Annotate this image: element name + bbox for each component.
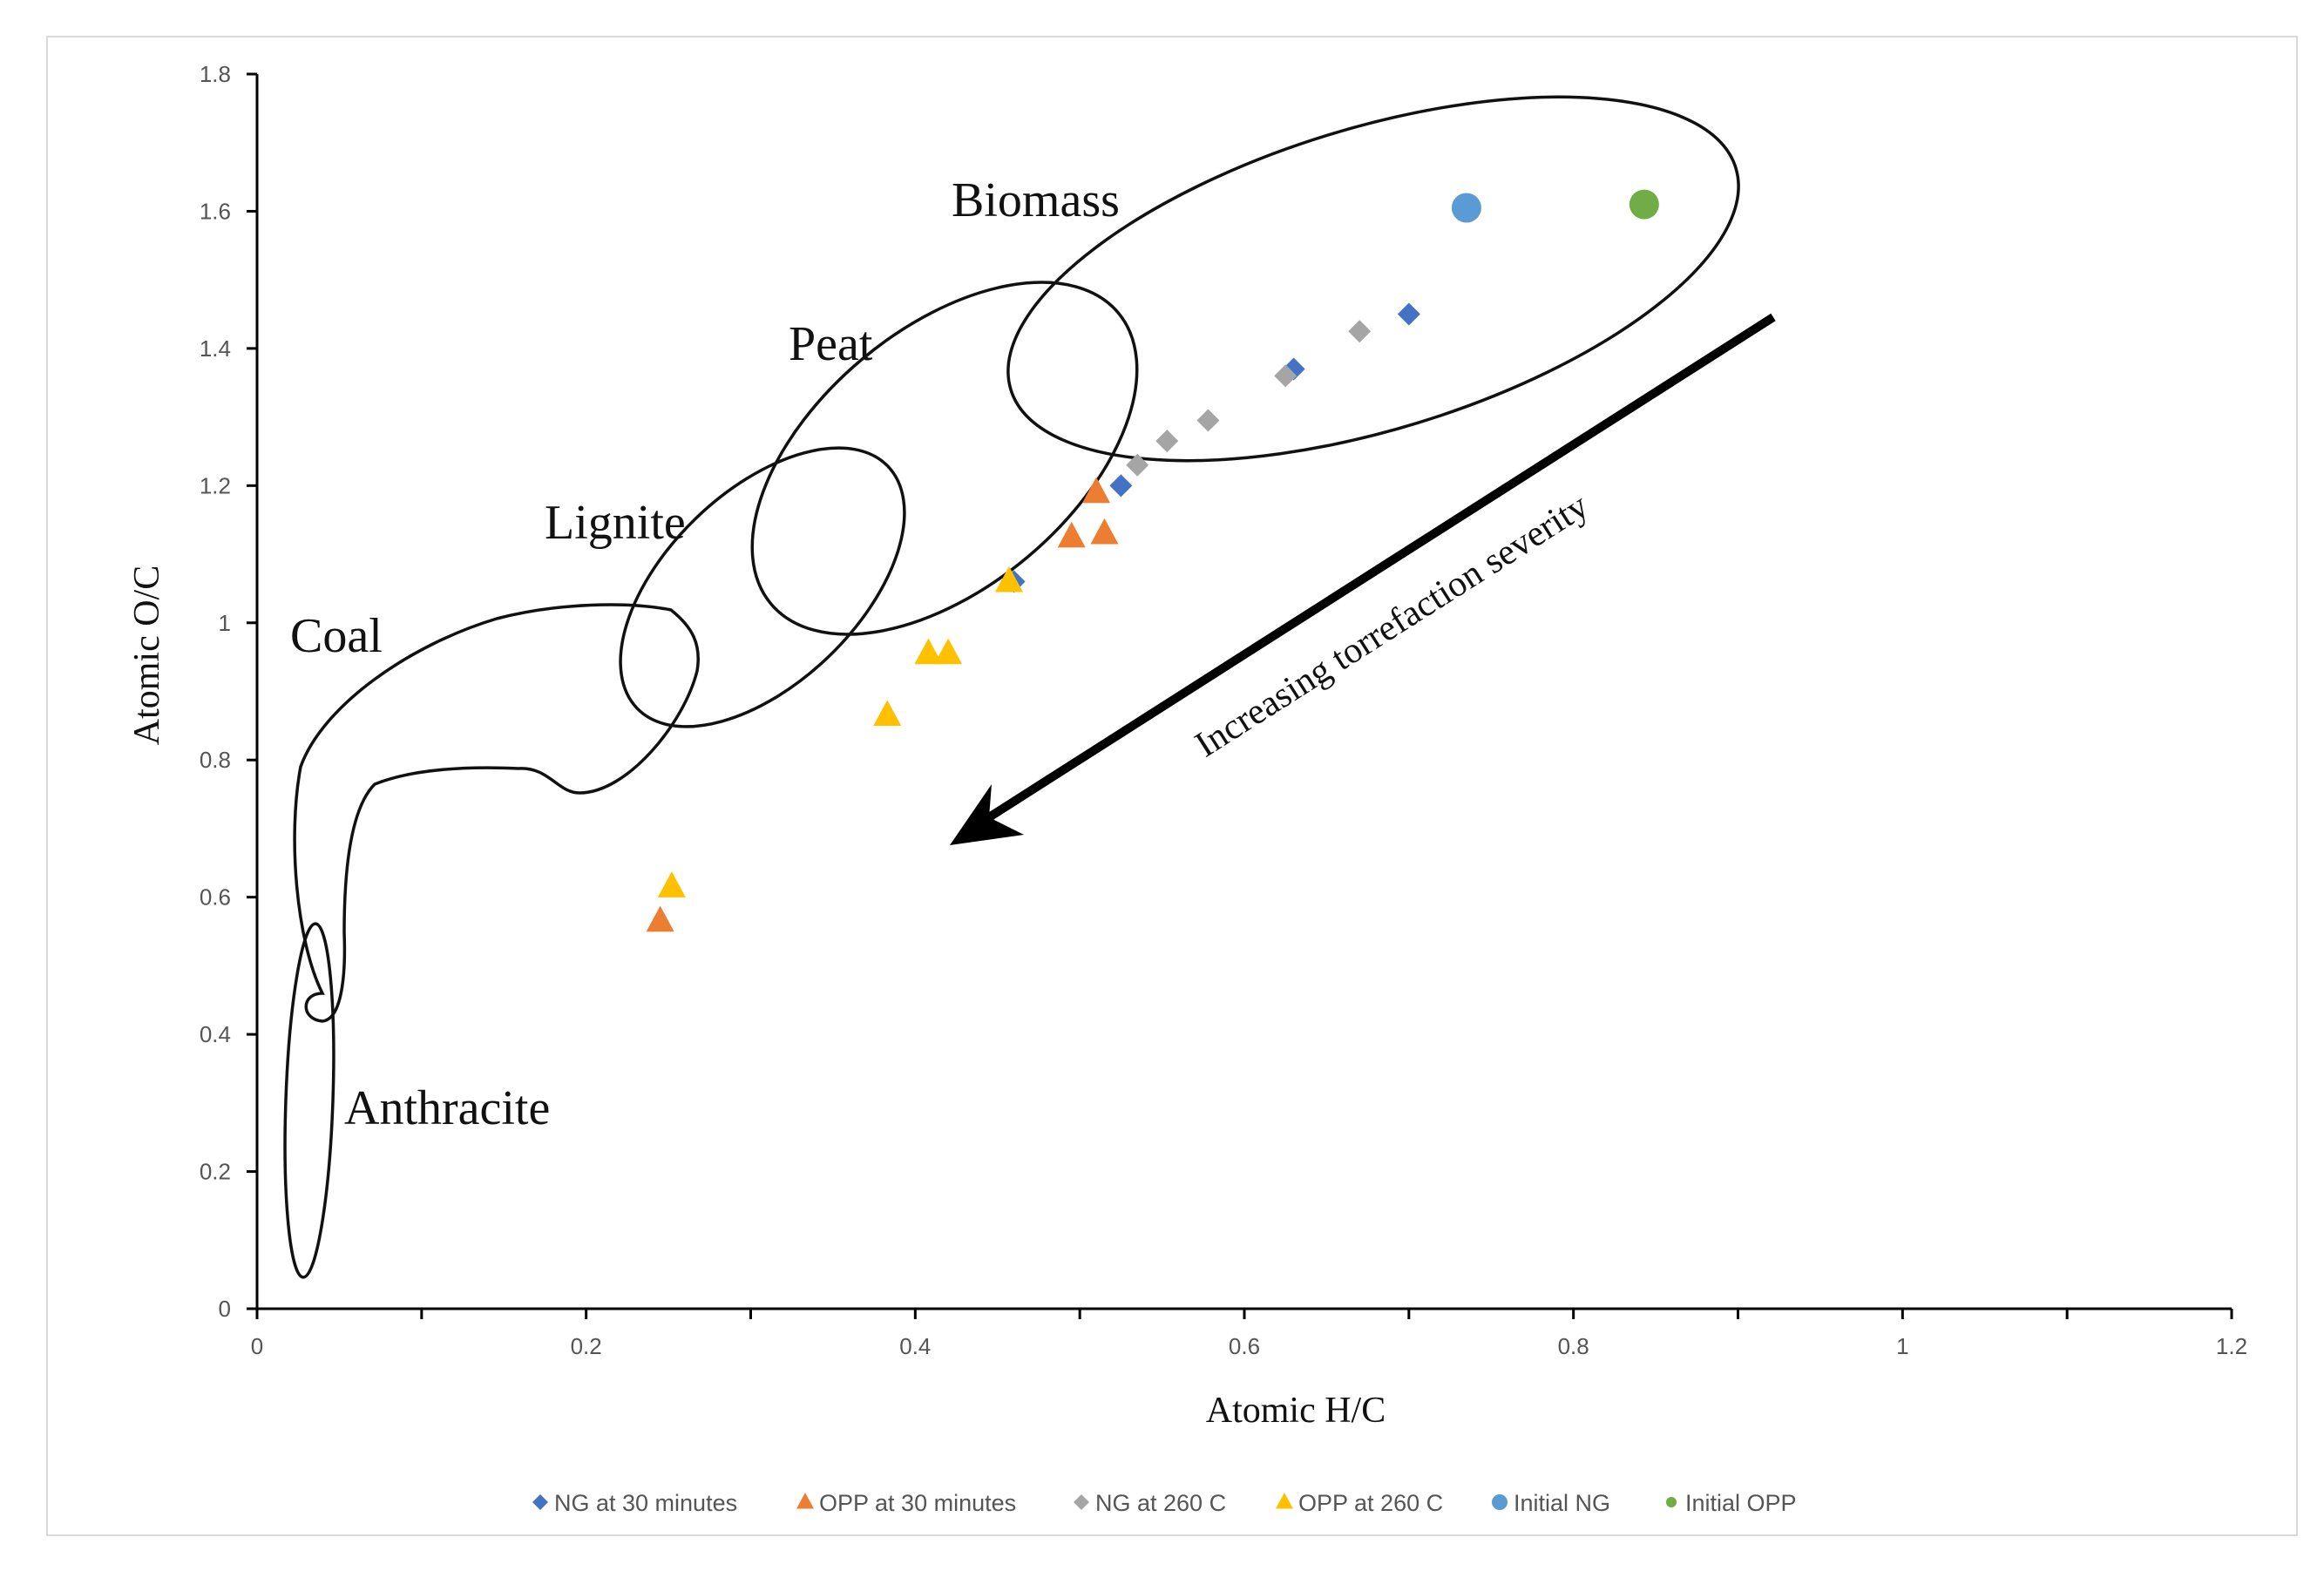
x-tick-label: 0.8 <box>1558 1333 1589 1359</box>
legend-marker-4 <box>1492 1494 1508 1510</box>
point-ng-at-260-c-1 <box>1274 364 1298 388</box>
biomass-region <box>1006 95 1740 463</box>
y-tick-label: 0.2 <box>200 1159 231 1185</box>
data-points <box>646 189 1659 932</box>
x-tick-label: 0.6 <box>1229 1333 1260 1359</box>
y-tick-label: 1.8 <box>200 61 231 87</box>
point-initial-ng-0 <box>1451 193 1481 223</box>
point-initial-opp-0 <box>1629 189 1659 220</box>
point-opp-at-30-minutes-2 <box>1057 521 1086 548</box>
point-ng-at-260-c-4 <box>1126 453 1149 477</box>
legend-marker-0 <box>532 1494 548 1510</box>
label-coal: Coal <box>290 609 383 663</box>
chart-frame <box>46 36 2298 1536</box>
x-tick-label: 1 <box>1896 1333 1908 1359</box>
arrow-shaft <box>986 313 1776 822</box>
y-tick-label: 1 <box>219 610 231 636</box>
point-opp-at-260-c-1 <box>934 638 963 665</box>
peat-region <box>750 281 1139 636</box>
y-axis-title: Atomic O/C <box>127 565 167 746</box>
axis-ticks: 0 0.2 0.4 0.6 0.8 1 1.2 0 0.2 0.4 0.6 0.8 1 1.2 1.4 1.6… <box>200 61 2247 1359</box>
point-opp-at-30-minutes-3 <box>646 905 674 932</box>
legend-marker-1 <box>796 1493 814 1509</box>
y-tick-label: 0.8 <box>200 747 231 773</box>
y-tick-label: 0.4 <box>200 1021 231 1047</box>
x-axis-title: Atomic H/C <box>1206 1391 1386 1431</box>
point-ng-at-260-c-0 <box>1348 320 1372 343</box>
y-tick-label: 1.6 <box>200 198 231 224</box>
label-peat: Peat <box>789 317 873 371</box>
point-ng-at-30-minutes-0 <box>1397 302 1420 326</box>
anthracite-region <box>283 922 335 1279</box>
y-tick-label: 0 <box>219 1296 231 1322</box>
point-opp-at-260-c-0 <box>994 565 1023 593</box>
x-tick-label: 0 <box>251 1333 263 1359</box>
point-ng-at-30-minutes-2 <box>1109 474 1133 498</box>
legend-label-1: OPP at 30 minutes <box>819 1490 1016 1516</box>
legend-label-0: NG at 30 minutes <box>554 1490 737 1516</box>
legend-marker-3 <box>1276 1493 1293 1509</box>
legend-label-5: Initial OPP <box>1685 1490 1797 1516</box>
y-tick-label: 1.2 <box>200 472 231 498</box>
coal-region <box>293 603 700 1023</box>
legend-label-3: OPP at 260 C <box>1298 1490 1443 1516</box>
point-opp-at-30-minutes-1 <box>1090 518 1119 545</box>
point-ng-at-260-c-2 <box>1196 409 1220 432</box>
x-tick-label: 0.4 <box>899 1333 931 1359</box>
point-ng-at-260-c-3 <box>1155 430 1179 453</box>
legend-label-4: Initial NG <box>1514 1490 1610 1516</box>
legend-label-2: NG at 260 C <box>1095 1490 1226 1516</box>
x-tick-label: 0.2 <box>571 1333 602 1359</box>
point-opp-at-30-minutes-0 <box>1082 477 1111 504</box>
y-tick-label: 1.4 <box>200 335 231 362</box>
point-opp-at-260-c-2 <box>914 638 943 665</box>
legend-marker-2 <box>1074 1494 1089 1510</box>
point-opp-at-260-c-4 <box>657 871 686 897</box>
label-biomass: Biomass <box>952 173 1120 227</box>
point-opp-at-260-c-3 <box>873 700 902 727</box>
torrefaction-arrow <box>950 313 1776 845</box>
legend: NG at 30 minutes OPP at 30 minutes NG at 2… <box>532 1490 1797 1516</box>
region-outlines <box>283 95 1740 1279</box>
arrow-head <box>950 784 1024 845</box>
label-lignite: Lignite <box>545 496 686 550</box>
lignite-region <box>619 446 906 728</box>
legend-marker-5 <box>1666 1497 1677 1507</box>
label-anthracite: Anthracite <box>344 1081 550 1135</box>
arrow-annotation: Increasing torrefaction severity <box>1189 486 1596 766</box>
x-tick-label: 1.2 <box>2216 1333 2247 1359</box>
y-tick-label: 0.6 <box>200 884 231 911</box>
